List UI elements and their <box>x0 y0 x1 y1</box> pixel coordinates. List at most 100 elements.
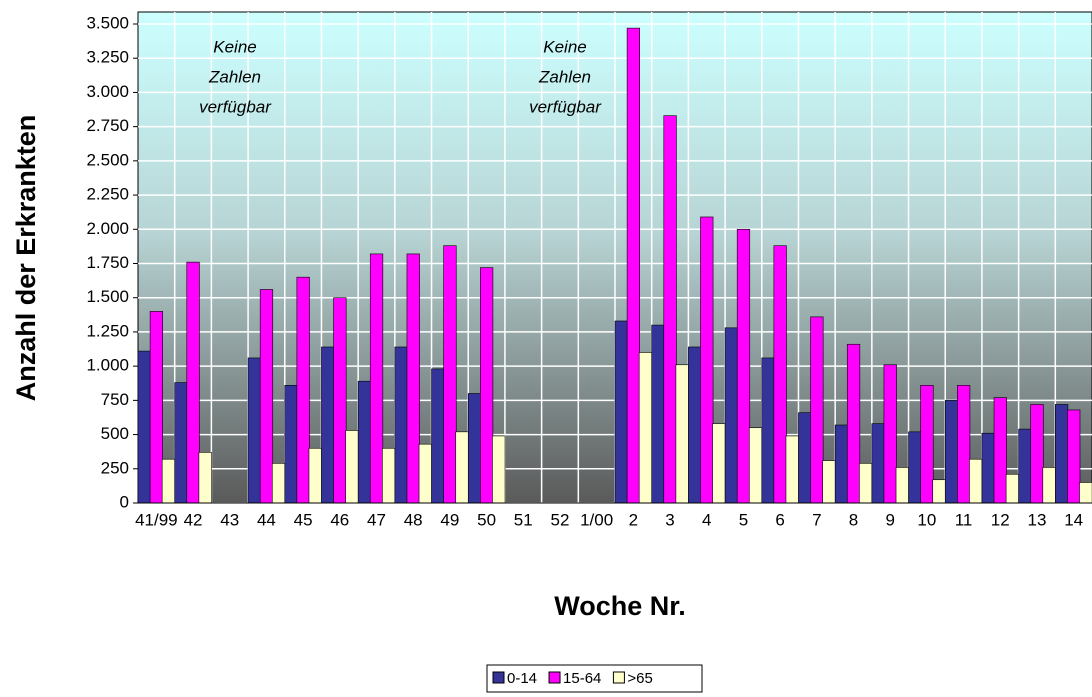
x-tick-label: 12 <box>991 510 1010 529</box>
legend-swatch <box>612 671 625 684</box>
y-tick-label: 3.500 <box>86 13 129 32</box>
bar <box>149 311 164 504</box>
bar <box>859 463 873 504</box>
y-tick-label: 1.250 <box>86 321 129 340</box>
legend: 0-14 15-64 >65 <box>492 670 653 687</box>
x-tick-label: 14 <box>1064 510 1083 529</box>
bar <box>638 352 653 504</box>
bar <box>724 327 738 504</box>
y-tick-label: 2.500 <box>86 150 129 169</box>
bar <box>1042 467 1056 504</box>
x-tick-label: 44 <box>257 510 276 529</box>
y-tick-label: 2.000 <box>86 219 129 238</box>
bar <box>394 346 408 504</box>
y-tick-label: 0 <box>120 492 129 511</box>
annotation: Zahlen <box>208 67 261 86</box>
legend-swatch <box>548 671 561 684</box>
bar <box>736 228 751 504</box>
bar <box>663 115 677 504</box>
y-axis-title: Anzahl der Erkrankten <box>11 115 41 402</box>
x-tick-label: 9 <box>885 510 894 529</box>
x-tick-label: 3 <box>665 510 674 529</box>
y-tick-label: 1.750 <box>86 253 129 272</box>
y-tick-label: 3.000 <box>86 82 129 101</box>
x-tick-label: 45 <box>294 510 313 529</box>
bar <box>810 316 824 504</box>
y-tick-label: 250 <box>101 458 129 477</box>
x-tick-label: 5 <box>739 510 748 529</box>
x-tick-label: 13 <box>1028 510 1047 529</box>
bar <box>345 430 359 504</box>
bar <box>382 447 396 504</box>
bar <box>284 385 298 504</box>
y-tick-label: 3.250 <box>86 48 129 67</box>
y-tick-label: 500 <box>101 424 129 443</box>
bar <box>431 368 445 504</box>
x-tick-label: 42 <box>184 510 203 529</box>
annotation: verfügbar <box>529 97 602 116</box>
bar <box>369 253 384 504</box>
annotation: Keine <box>543 37 586 56</box>
x-tick-label: 47 <box>367 510 386 529</box>
x-tick-label: 8 <box>849 510 858 529</box>
x-tick-label: 2 <box>629 510 638 529</box>
bar <box>137 350 151 504</box>
x-tick-label: 49 <box>440 510 459 529</box>
bar <box>1018 428 1032 504</box>
bar <box>161 458 176 504</box>
x-tick-label: 1/00 <box>580 510 613 529</box>
bar <box>186 261 200 504</box>
bar <box>957 385 971 504</box>
bar <box>675 364 689 504</box>
annotation: Zahlen <box>538 67 591 86</box>
bar <box>174 382 188 504</box>
y-tick-label: 750 <box>101 390 129 409</box>
bar <box>321 346 335 504</box>
x-tick-label: 43 <box>220 510 239 529</box>
bar <box>993 397 1007 504</box>
bar <box>357 380 372 504</box>
bar <box>908 431 922 504</box>
bar <box>834 424 849 504</box>
bar <box>333 297 347 504</box>
plot: 02505007501.0001.2501.5001.7502.0002.250… <box>86 12 1092 529</box>
legend-label: >65 <box>627 670 652 687</box>
bar <box>785 435 799 504</box>
bar <box>883 364 897 504</box>
bar <box>626 27 640 504</box>
x-tick-label: 10 <box>917 510 936 529</box>
bar <box>271 463 286 504</box>
bar <box>712 423 726 504</box>
x-tick-label: 51 <box>514 510 533 529</box>
bar <box>308 447 322 504</box>
bar <box>920 385 934 504</box>
bar <box>1055 404 1069 504</box>
y-tick-label: 1.000 <box>86 356 129 375</box>
x-tick-label: 6 <box>775 510 784 529</box>
bar <box>247 357 261 504</box>
bar <box>773 245 787 504</box>
bar <box>614 320 628 504</box>
bar <box>871 423 885 504</box>
bar <box>443 245 457 504</box>
bar <box>846 343 861 504</box>
x-axis-title: Woche Nr. <box>554 591 686 621</box>
x-tick-label: 48 <box>404 510 423 529</box>
bar <box>480 267 494 504</box>
legend-label: 0-14 <box>507 670 537 687</box>
bar <box>455 431 469 504</box>
bar <box>406 253 420 504</box>
annotation: verfügbar <box>199 97 272 116</box>
bar <box>981 432 995 504</box>
y-tick-label: 2.250 <box>86 185 129 204</box>
bar <box>1030 404 1044 504</box>
bar <box>198 452 212 504</box>
bar <box>467 393 482 504</box>
bar <box>651 324 665 504</box>
bar <box>895 467 909 504</box>
bar <box>748 427 763 504</box>
x-tick-label: 4 <box>702 510 711 529</box>
bar <box>822 460 836 504</box>
legend-label: 15-64 <box>563 670 601 687</box>
